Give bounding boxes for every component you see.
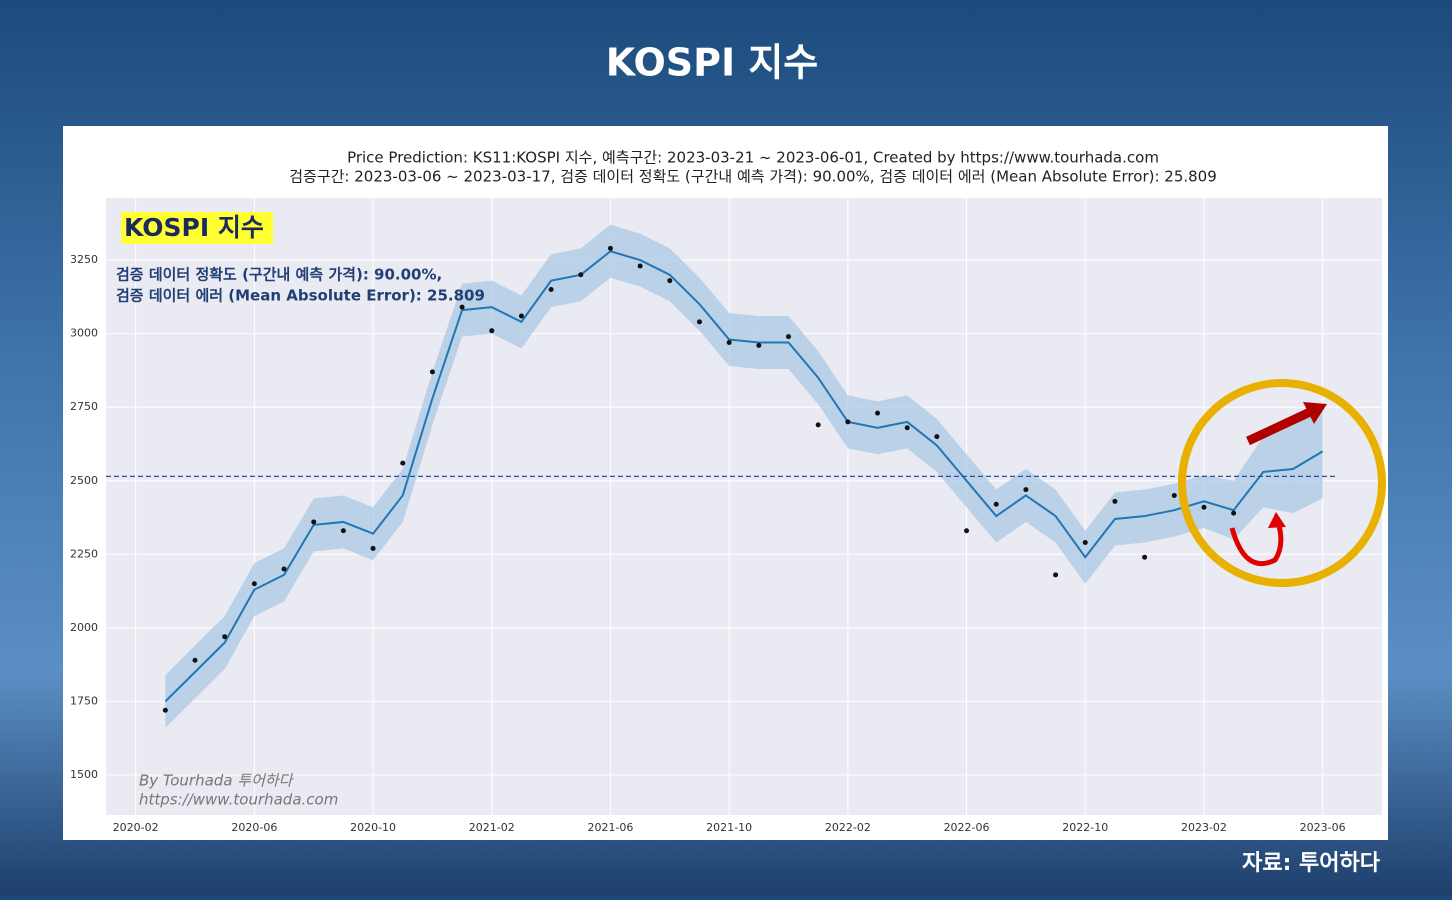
- actual-point: [192, 657, 198, 663]
- chart-subtitle: 검증구간: 2023-03-06 ~ 2023-03-17, 검증 데이터 정확…: [289, 168, 1217, 186]
- overlay: KOSPI 지수 검증 데이터 정확도 (구간내 예측 가격): 90.00%,…: [116, 212, 1386, 809]
- forecast-line: [164, 250, 1324, 703]
- actual-point: [400, 460, 406, 466]
- x-tick-label: 2020-06: [231, 821, 277, 834]
- actual-point: [429, 369, 435, 375]
- y-tick-label: 1500: [70, 768, 98, 781]
- actual-point: [370, 545, 376, 551]
- actual-point: [845, 419, 851, 425]
- annotation: 검증 데이터 정확도 (구간내 예측 가격): 90.00%,: [116, 266, 442, 284]
- actual-point: [607, 245, 613, 251]
- actual-point: [222, 634, 228, 640]
- x-tick-label: 2020-02: [113, 821, 159, 834]
- actual-point: [1142, 554, 1148, 560]
- actual-point: [459, 304, 465, 310]
- annotation: KOSPI 지수: [124, 213, 264, 242]
- actual-point: [993, 501, 999, 507]
- confidence-band: [1292, 404, 1323, 514]
- actual-point: [786, 334, 792, 340]
- watermark: https://www.tourhada.com: [139, 791, 338, 809]
- x-tick-label: 2021-06: [587, 821, 633, 834]
- actual-point: [251, 581, 257, 587]
- x-tick-label: 2023-06: [1300, 821, 1346, 834]
- actual-point: [964, 528, 970, 534]
- confidence-band: [1203, 474, 1234, 540]
- x-tick-label: 2022-10: [1062, 821, 1108, 834]
- actual-point: [815, 422, 821, 428]
- confidence-band: [1263, 424, 1293, 514]
- label-bg: [121, 212, 273, 244]
- actual-point: [578, 272, 584, 278]
- actual-point: [311, 519, 317, 525]
- arrow: [1229, 521, 1284, 567]
- x-tick-label: 2023-02: [1181, 821, 1227, 834]
- chart-title: Price Prediction: KS11:KOSPI 지수, 예측구간: 2…: [347, 149, 1159, 167]
- actual-point: [489, 328, 495, 334]
- actual-point: [548, 287, 554, 293]
- actual-point: [1231, 510, 1237, 516]
- actual-point: [696, 319, 702, 325]
- actual-point: [726, 339, 732, 345]
- y-tick-label: 2250: [70, 547, 98, 560]
- y-tick-label: 2750: [70, 400, 98, 413]
- actual-point: [756, 342, 762, 348]
- actual-point: [281, 566, 287, 572]
- x-tick-label: 2022-06: [944, 821, 990, 834]
- y-tick-label: 1750: [70, 694, 98, 707]
- actual-point: [667, 278, 673, 284]
- actual-point: [904, 425, 910, 431]
- actual-point: [637, 263, 643, 269]
- arrow-head: [1303, 402, 1327, 424]
- actual-point: [340, 528, 346, 534]
- y-tick-label: 3000: [70, 327, 98, 340]
- actual-point: [1082, 540, 1088, 546]
- y-tick-label: 3250: [70, 253, 98, 266]
- watermark: By Tourhada 투어하다: [139, 772, 295, 790]
- actual-point: [518, 313, 524, 319]
- actual-point: [934, 434, 940, 440]
- actual-point: [1053, 572, 1059, 578]
- slide-title: KOSPI 지수: [606, 41, 819, 85]
- arrow-head: [1268, 512, 1286, 528]
- annotation: 검증 데이터 에러 (Mean Absolute Error): 25.809: [116, 287, 485, 305]
- x-tick-label: 2022-02: [825, 821, 871, 834]
- actual-point: [1171, 492, 1177, 498]
- source: 자료: 투어하다: [1242, 851, 1381, 876]
- actual-point: [875, 410, 881, 416]
- actual-point: [162, 707, 168, 713]
- x-tick-label: 2021-10: [706, 821, 752, 834]
- x-tick-label: 2021-02: [469, 821, 515, 834]
- y-tick-label: 2000: [70, 621, 98, 634]
- actual-point: [1201, 504, 1207, 510]
- arrow: [1246, 407, 1312, 446]
- confidence-band: [1233, 436, 1264, 540]
- actual-point: [1023, 487, 1029, 493]
- y-tick-label: 2500: [70, 474, 98, 487]
- x-tick-label: 2020-10: [350, 821, 396, 834]
- highlight-circle: [1178, 379, 1386, 587]
- actual-point: [1112, 498, 1118, 504]
